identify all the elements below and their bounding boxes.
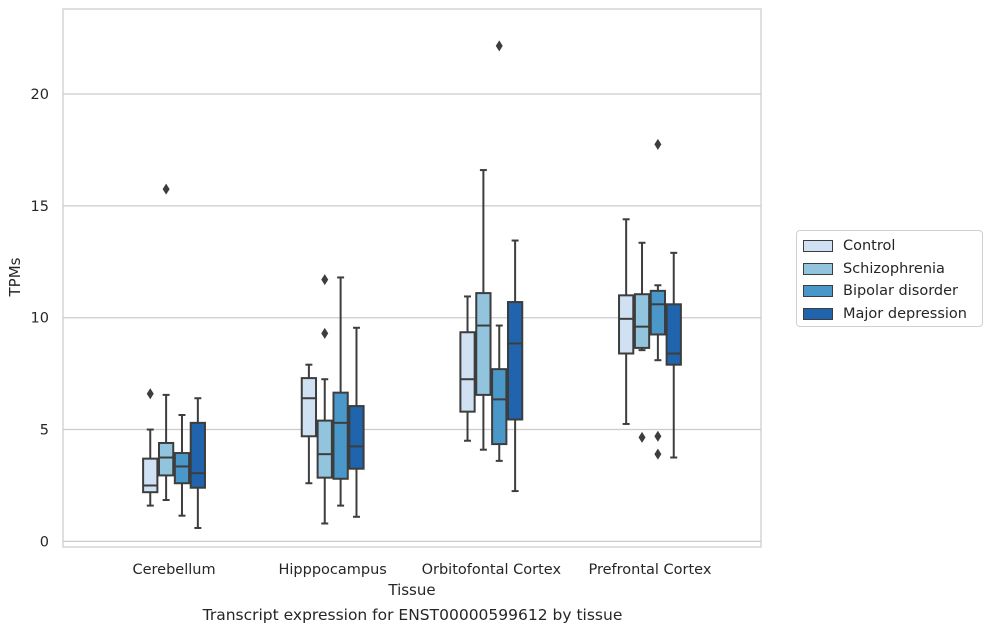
figure-caption: Transcript expression for ENST0000059961… [202,606,623,624]
box-body [348,405,365,470]
legend-item: Major depression [803,303,982,326]
box-0-3 [189,397,206,529]
box-3-3 [665,251,682,459]
box-body [459,331,476,413]
boxes [142,40,682,529]
box-2-3 [506,239,524,493]
y-axis-label: TPMs [6,257,24,297]
x-tick-label: Cerebellum [132,562,215,578]
y-tick-label: 15 [31,199,49,215]
box-body [332,391,349,480]
y-tick-labels: 0 5 10 15 20 [31,87,49,550]
legend-label: Schizophrenia [843,260,945,277]
box-3-2 [649,138,667,460]
outlier-point [638,431,646,443]
outlier-point [162,183,170,195]
legend-item: Control [803,235,982,258]
box-body [665,303,682,366]
legend-swatch [803,240,833,253]
box-2-2 [491,40,508,462]
y-tick-label: 0 [40,534,49,550]
x-axis-label: Tissue [387,581,435,599]
box-1-0 [300,363,318,485]
box-1-1 [316,274,333,525]
box-2-1 [475,169,492,451]
y-tick-label: 20 [31,87,49,103]
box-body [506,301,524,421]
plot-area-frame [62,8,762,548]
box-body [157,441,175,477]
box-body [475,292,492,396]
outlier-point [654,430,662,442]
box-2-0 [459,295,476,442]
box-body [173,452,191,485]
box-body [316,419,333,479]
box-3-0 [618,218,635,425]
box-body [649,289,667,336]
x-tick-label: Hipppocampus [279,562,387,578]
y-tick-label: 10 [31,311,49,327]
legend-swatch [803,262,833,275]
box-body [300,377,318,438]
y-tick-label: 5 [40,423,49,439]
legend-item: Bipolar disorder [803,280,982,303]
box-body [633,293,651,349]
legend: Control Schizophrenia Bipolar disorder Majo… [796,230,983,327]
outlier-point [654,138,662,150]
legend-label: Control [843,238,896,255]
legend-swatch [803,307,833,320]
box-0-2 [173,414,191,517]
legend-swatch [803,285,833,298]
box-1-3 [348,326,365,518]
box-1-2 [332,276,349,507]
box-body [189,421,206,489]
box-body [491,368,508,446]
outlier-point [146,388,154,400]
box-body [618,294,635,355]
outlier-point [321,274,329,286]
legend-label: Bipolar disorder [843,283,958,300]
x-tick-labels: Cerebellum Hipppocampus Orbitofontal Corte… [132,562,711,578]
grid-lines [63,93,761,543]
legend-label: Major depression [843,305,967,322]
outlier-point [654,448,662,460]
box-3-1 [633,241,651,443]
x-tick-label: Prefrontal Cortex [588,562,711,578]
x-tick-label: Orbitofontal Cortex [422,562,562,578]
box-0-0 [142,388,159,507]
box-body [142,457,159,494]
box-0-1 [157,183,175,502]
outlier-point [495,40,503,52]
legend-item: Schizophrenia [803,258,982,281]
outlier-point [321,327,329,339]
